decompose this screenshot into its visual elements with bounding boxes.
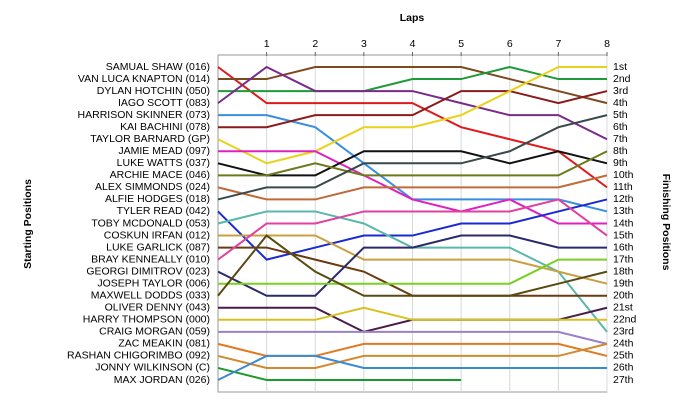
driver-label: IAGO SCOTT (083) bbox=[118, 97, 210, 109]
finish-label: 12th bbox=[613, 193, 634, 205]
finish-label: 5th bbox=[613, 109, 628, 121]
driver-label: LUKE WATTS (037) bbox=[117, 157, 210, 169]
finish-label: 16th bbox=[613, 241, 634, 253]
driver-line bbox=[217, 234, 608, 297]
driver-label: HARRY THOMPSON (000) bbox=[83, 314, 210, 326]
driver-label: VAN LUCA KNAPTON (014) bbox=[78, 73, 210, 85]
driver-line bbox=[217, 198, 608, 261]
driver-label: MAX JORDAN (026) bbox=[114, 374, 210, 386]
left-axis-title: Starting Positions bbox=[22, 179, 34, 269]
finish-label: 19th bbox=[613, 277, 634, 289]
finish-label: 22nd bbox=[613, 314, 637, 326]
driver-label: DYLAN HOTCHIN (050) bbox=[97, 85, 210, 97]
finish-label: 1st bbox=[613, 61, 627, 73]
driver-label: ZAC MEAKIN (081) bbox=[118, 338, 210, 350]
driver-label: OLIVER DENNY (043) bbox=[105, 302, 210, 314]
driver-label: ALFIE HODGES (018) bbox=[105, 193, 210, 205]
x-tick-label: 3 bbox=[361, 38, 367, 50]
driver-label: ARCHIE MACE (046) bbox=[110, 169, 210, 181]
finish-label: 13th bbox=[613, 205, 634, 217]
finish-label: 25th bbox=[613, 350, 634, 362]
finish-label: 7th bbox=[613, 133, 628, 145]
driver-label: TYLER READ (042) bbox=[117, 205, 210, 217]
driver-line bbox=[218, 306, 607, 321]
driver-label: MAXWELL DODDS (033) bbox=[91, 290, 210, 302]
x-tick-label: 7 bbox=[555, 38, 561, 50]
driver-label: CRAIG MORGAN (059) bbox=[99, 326, 210, 338]
driver-label: TOBY MCDONALD (053) bbox=[91, 217, 210, 229]
driver-line bbox=[217, 66, 608, 189]
finish-label: 21st bbox=[613, 302, 633, 314]
driver-label: COSKUN IRFAN (012) bbox=[104, 229, 210, 241]
finish-label: 3rd bbox=[613, 85, 628, 97]
finish-label: 9th bbox=[613, 157, 628, 169]
finish-label: 15th bbox=[613, 229, 634, 241]
finish-label: 18th bbox=[613, 265, 634, 277]
driver-label: TAYLOR BARNARD (GP) bbox=[90, 133, 210, 145]
driver-line bbox=[217, 150, 608, 177]
driver-line bbox=[217, 65, 608, 141]
driver-line bbox=[217, 342, 608, 369]
finish-label: 24th bbox=[613, 338, 634, 350]
driver-line bbox=[218, 90, 608, 129]
driver-label: SAMUAL SHAW (016) bbox=[106, 61, 210, 73]
driver-label: JAMIE MEAD (097) bbox=[118, 145, 210, 157]
driver-label: JOSEPH TAYLOR (006) bbox=[97, 277, 210, 289]
right-axis-title: Finishing Positions bbox=[660, 174, 672, 271]
driver-label: ALEX SIMMONDS (024) bbox=[95, 181, 210, 193]
finish-label: 14th bbox=[613, 217, 634, 229]
x-tick-label: 5 bbox=[458, 38, 464, 50]
finish-label: 4th bbox=[613, 97, 628, 109]
driver-label: BRAY KENNEALLY (010) bbox=[91, 253, 210, 265]
driver-label: GEORGI DIMITROV (023) bbox=[86, 265, 210, 277]
finish-label: 10th bbox=[613, 169, 634, 181]
finish-label: 17th bbox=[613, 253, 634, 265]
x-tick-label: 2 bbox=[312, 38, 318, 50]
x-tick-label: 1 bbox=[264, 38, 270, 50]
driver-label: RASHAN CHIGORIMBO (092) bbox=[67, 350, 210, 362]
finish-label: 6th bbox=[613, 121, 628, 133]
driver-line bbox=[217, 174, 608, 201]
driver-line bbox=[217, 366, 462, 381]
driver-line bbox=[218, 150, 608, 177]
x-tick-label: 4 bbox=[410, 38, 416, 50]
driver-line bbox=[218, 330, 608, 345]
driver-line bbox=[218, 258, 607, 285]
finish-label: 27th bbox=[613, 374, 634, 386]
driver-label: LUKE GARLICK (087) bbox=[106, 241, 210, 253]
driver-line bbox=[217, 114, 608, 201]
driver-line bbox=[217, 198, 608, 261]
driver-label: JONNY WILKINSON (C) bbox=[95, 362, 210, 374]
x-tick-label: 8 bbox=[604, 38, 610, 50]
driver-line bbox=[217, 66, 607, 165]
finish-label: 8th bbox=[613, 145, 628, 157]
finish-label: 20th bbox=[613, 290, 634, 302]
driver-line bbox=[217, 234, 607, 297]
x-axis-title: Laps bbox=[400, 12, 425, 24]
finish-label: 11th bbox=[613, 181, 633, 193]
finish-label: 23rd bbox=[613, 326, 634, 338]
x-tick-label: 6 bbox=[507, 38, 513, 50]
driver-label: HARRISON SKINNER (073) bbox=[78, 109, 210, 121]
finish-label: 26th bbox=[613, 362, 634, 374]
driver-label: KAI BACHINI (078) bbox=[120, 121, 210, 133]
finish-label: 2nd bbox=[613, 73, 631, 85]
driver-line bbox=[217, 354, 607, 381]
